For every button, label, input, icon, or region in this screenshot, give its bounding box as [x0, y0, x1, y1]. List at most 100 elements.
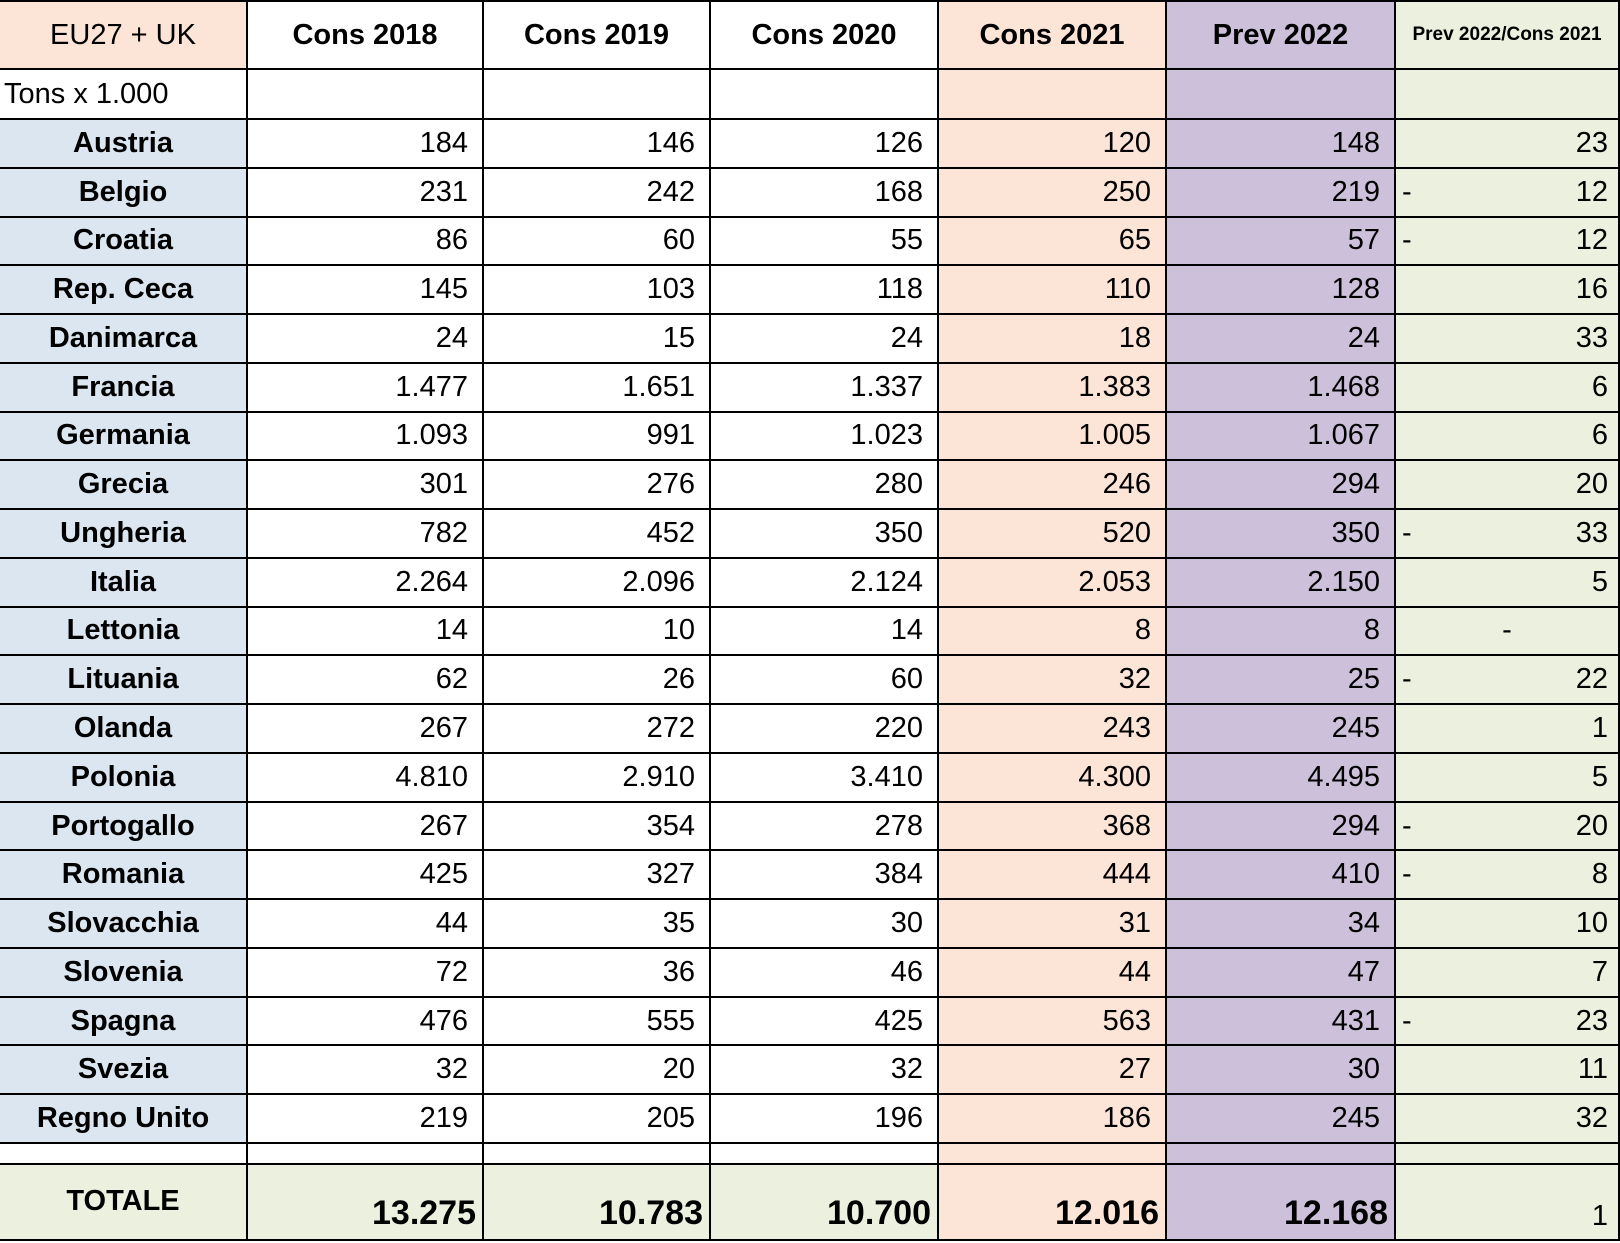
value-cell: 2.910 [484, 753, 711, 803]
change-cell: 11 [1396, 1046, 1620, 1096]
empty-cell [1167, 70, 1396, 120]
row-label-text: Svezia [77, 1053, 169, 1086]
change-cell-text: 8 [1591, 858, 1608, 891]
value-cell-text: 327 [646, 858, 695, 891]
value-cell: 15 [484, 315, 711, 364]
value-cell-text: 4.495 [1307, 760, 1380, 793]
value-cell: 1.651 [484, 363, 711, 413]
negative-sign: - [1402, 809, 1412, 842]
value-cell: 8 [1167, 607, 1396, 657]
value-cell: 62 [248, 656, 484, 706]
change-cell: 7 [1396, 948, 1620, 998]
row-label-text: Danimarca [48, 321, 198, 354]
value-cell-text: 444 [1102, 858, 1151, 891]
row-label-text: Croatia [73, 224, 173, 257]
value-cell-text: 44 [1118, 955, 1151, 988]
value-cell: 12.168 [1167, 1164, 1396, 1241]
value-cell-text: 563 [1102, 1004, 1151, 1037]
value-cell-text: 1.023 [850, 419, 923, 452]
value-cell: 148 [1167, 120, 1396, 169]
value-cell-text: 1.005 [1078, 419, 1151, 452]
empty-cell [248, 70, 484, 120]
value-cell: 46 [711, 948, 939, 998]
empty-cell [711, 70, 939, 120]
value-cell: 384 [711, 851, 939, 901]
empty-cell [1396, 70, 1620, 120]
row-label: Danimarca [0, 315, 248, 364]
value-cell-text: 128 [1331, 273, 1380, 306]
value-cell-text: 186 [1102, 1102, 1151, 1135]
value-cell-text: 350 [874, 516, 923, 549]
value-cell-text: 246 [1102, 468, 1151, 501]
value-cell: 1.023 [711, 412, 939, 462]
corner-cell-text: EU27 + UK [50, 18, 196, 51]
value-cell: 128 [1167, 266, 1396, 316]
row-label-text: Grecia [77, 468, 169, 501]
value-cell: 294 [1167, 802, 1396, 852]
column-header-text: Cons 2021 [979, 18, 1125, 51]
change-cell-text: 6 [1591, 370, 1608, 403]
row-label-text: Francia [71, 370, 175, 403]
change-cell: 10 [1396, 900, 1620, 949]
row-label: Croatia [0, 217, 248, 267]
value-cell: 44 [939, 948, 1167, 998]
change-cell: 6 [1396, 412, 1620, 462]
value-cell: 220 [711, 705, 939, 754]
value-cell-text: 1.468 [1307, 370, 1380, 403]
value-cell: 196 [711, 1095, 939, 1144]
value-cell: 26 [484, 656, 711, 706]
change-cell-text: 7 [1591, 955, 1608, 988]
row-label-text: Regno Unito [36, 1102, 210, 1135]
value-cell: 186 [939, 1095, 1167, 1144]
value-cell-text: 103 [646, 273, 695, 306]
value-cell: 242 [484, 168, 711, 218]
row-label: Grecia [0, 461, 248, 511]
value-cell-text: 13.275 [372, 1193, 476, 1232]
value-cell: 280 [711, 461, 939, 511]
value-cell-text: 2.053 [1078, 565, 1151, 598]
value-cell: 36 [484, 948, 711, 998]
value-cell-text: 4.810 [395, 760, 468, 793]
row-label-text: Romania [61, 858, 185, 891]
column-header: Cons 2018 [248, 0, 484, 70]
value-cell-text: 245 [1331, 1102, 1380, 1135]
column-header-text: Cons 2018 [292, 18, 438, 51]
value-cell-text: 410 [1331, 858, 1380, 891]
value-cell: 47 [1167, 948, 1396, 998]
row-label-text: Slovenia [63, 955, 183, 988]
negative-sign: - [1402, 224, 1412, 257]
value-cell-text: 110 [1104, 273, 1151, 306]
value-cell-text: 10.700 [827, 1193, 931, 1232]
value-cell: 110 [939, 266, 1167, 316]
change-cell-text: 12 [1575, 224, 1608, 257]
value-cell: 294 [1167, 461, 1396, 511]
negative-sign: - [1402, 175, 1412, 208]
value-cell-text: 272 [646, 711, 695, 744]
value-cell: 278 [711, 802, 939, 852]
value-cell: 219 [248, 1095, 484, 1144]
row-label: Svezia [0, 1046, 248, 1096]
negative-sign: - [1402, 516, 1412, 549]
change-cell: 6 [1396, 363, 1620, 413]
unit-cell-text: Tons x 1.000 [4, 77, 169, 110]
value-cell-text: 148 [1331, 126, 1380, 159]
value-cell: 10.783 [484, 1164, 711, 1241]
empty-cell [711, 1143, 939, 1165]
empty-cell [939, 1143, 1167, 1165]
value-cell-text: 55 [890, 224, 923, 257]
row-label-text: Italia [89, 565, 157, 598]
value-cell-text: 24 [435, 321, 468, 354]
value-cell-text: 231 [419, 175, 468, 208]
change-cell: 1 [1396, 705, 1620, 754]
value-cell: 272 [484, 705, 711, 754]
value-cell-text: 31 [1118, 907, 1151, 940]
value-cell: 245 [1167, 1095, 1396, 1144]
value-cell-text: 3.410 [850, 760, 923, 793]
value-cell: 4.495 [1167, 753, 1396, 803]
value-cell: 126 [711, 120, 939, 169]
value-cell: 563 [939, 997, 1167, 1047]
value-cell-text: 250 [1102, 175, 1151, 208]
value-cell: 243 [939, 705, 1167, 754]
value-cell-text: 476 [419, 1004, 468, 1037]
